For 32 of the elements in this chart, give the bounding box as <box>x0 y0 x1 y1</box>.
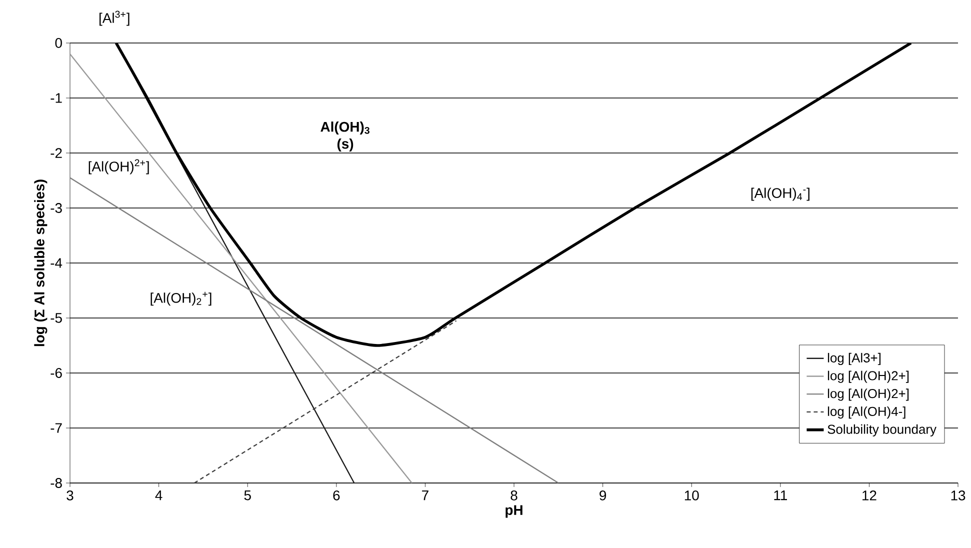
y-tick-label: -3 <box>50 203 62 213</box>
x-tick-label: 9 <box>600 490 606 500</box>
legend-label: log [Al(OH)4-] <box>828 406 906 419</box>
x-tick-label: 4 <box>155 490 162 500</box>
y-tick-label: -1 <box>50 93 62 103</box>
y-tick-label: -7 <box>50 423 62 433</box>
x-axis-title: pH <box>506 505 522 518</box>
x-tick-label: 12 <box>862 490 876 500</box>
y-tick-label: -5 <box>50 313 62 323</box>
text: [Al$^{3+}$] <box>100 10 130 26</box>
text: Al(OH)$_{3}$ (s) <box>320 122 370 152</box>
annotation: [Al(OH)$_{2}$$^{+}$] <box>150 292 212 306</box>
x-tick-label: 11 <box>774 490 787 500</box>
annotation: [Al(OH)$^{2+}$] <box>88 159 149 174</box>
y-tick-label: 0 <box>55 38 62 48</box>
x-tick-label: 3 <box>66 490 74 500</box>
legend-label: log [Al(OH)2+] <box>828 388 909 401</box>
x-tick-label: 6 <box>333 490 340 500</box>
legend-label: log [Al(OH)2+] <box>828 370 909 383</box>
y-tick-label: -6 <box>50 368 62 378</box>
y-tick-label: -2 <box>50 148 62 158</box>
legend-label: Solubility boundary <box>828 424 936 436</box>
x-tick-label: 13 <box>951 490 966 500</box>
legend-label: log [Al3+] <box>828 352 880 366</box>
y-axis-title: log (Σ Al soluble species) <box>34 180 48 346</box>
x-tick-label: 7 <box>422 490 428 500</box>
annotation: [Al(OH)$_{4}$$^{-}$] <box>751 188 810 201</box>
y-tick-label: -8 <box>50 478 62 488</box>
x-tick-label: 8 <box>510 490 518 500</box>
x-tick-label: 5 <box>244 490 251 500</box>
x-tick-label: 10 <box>684 490 699 500</box>
y-tick-label: -4 <box>50 258 62 268</box>
